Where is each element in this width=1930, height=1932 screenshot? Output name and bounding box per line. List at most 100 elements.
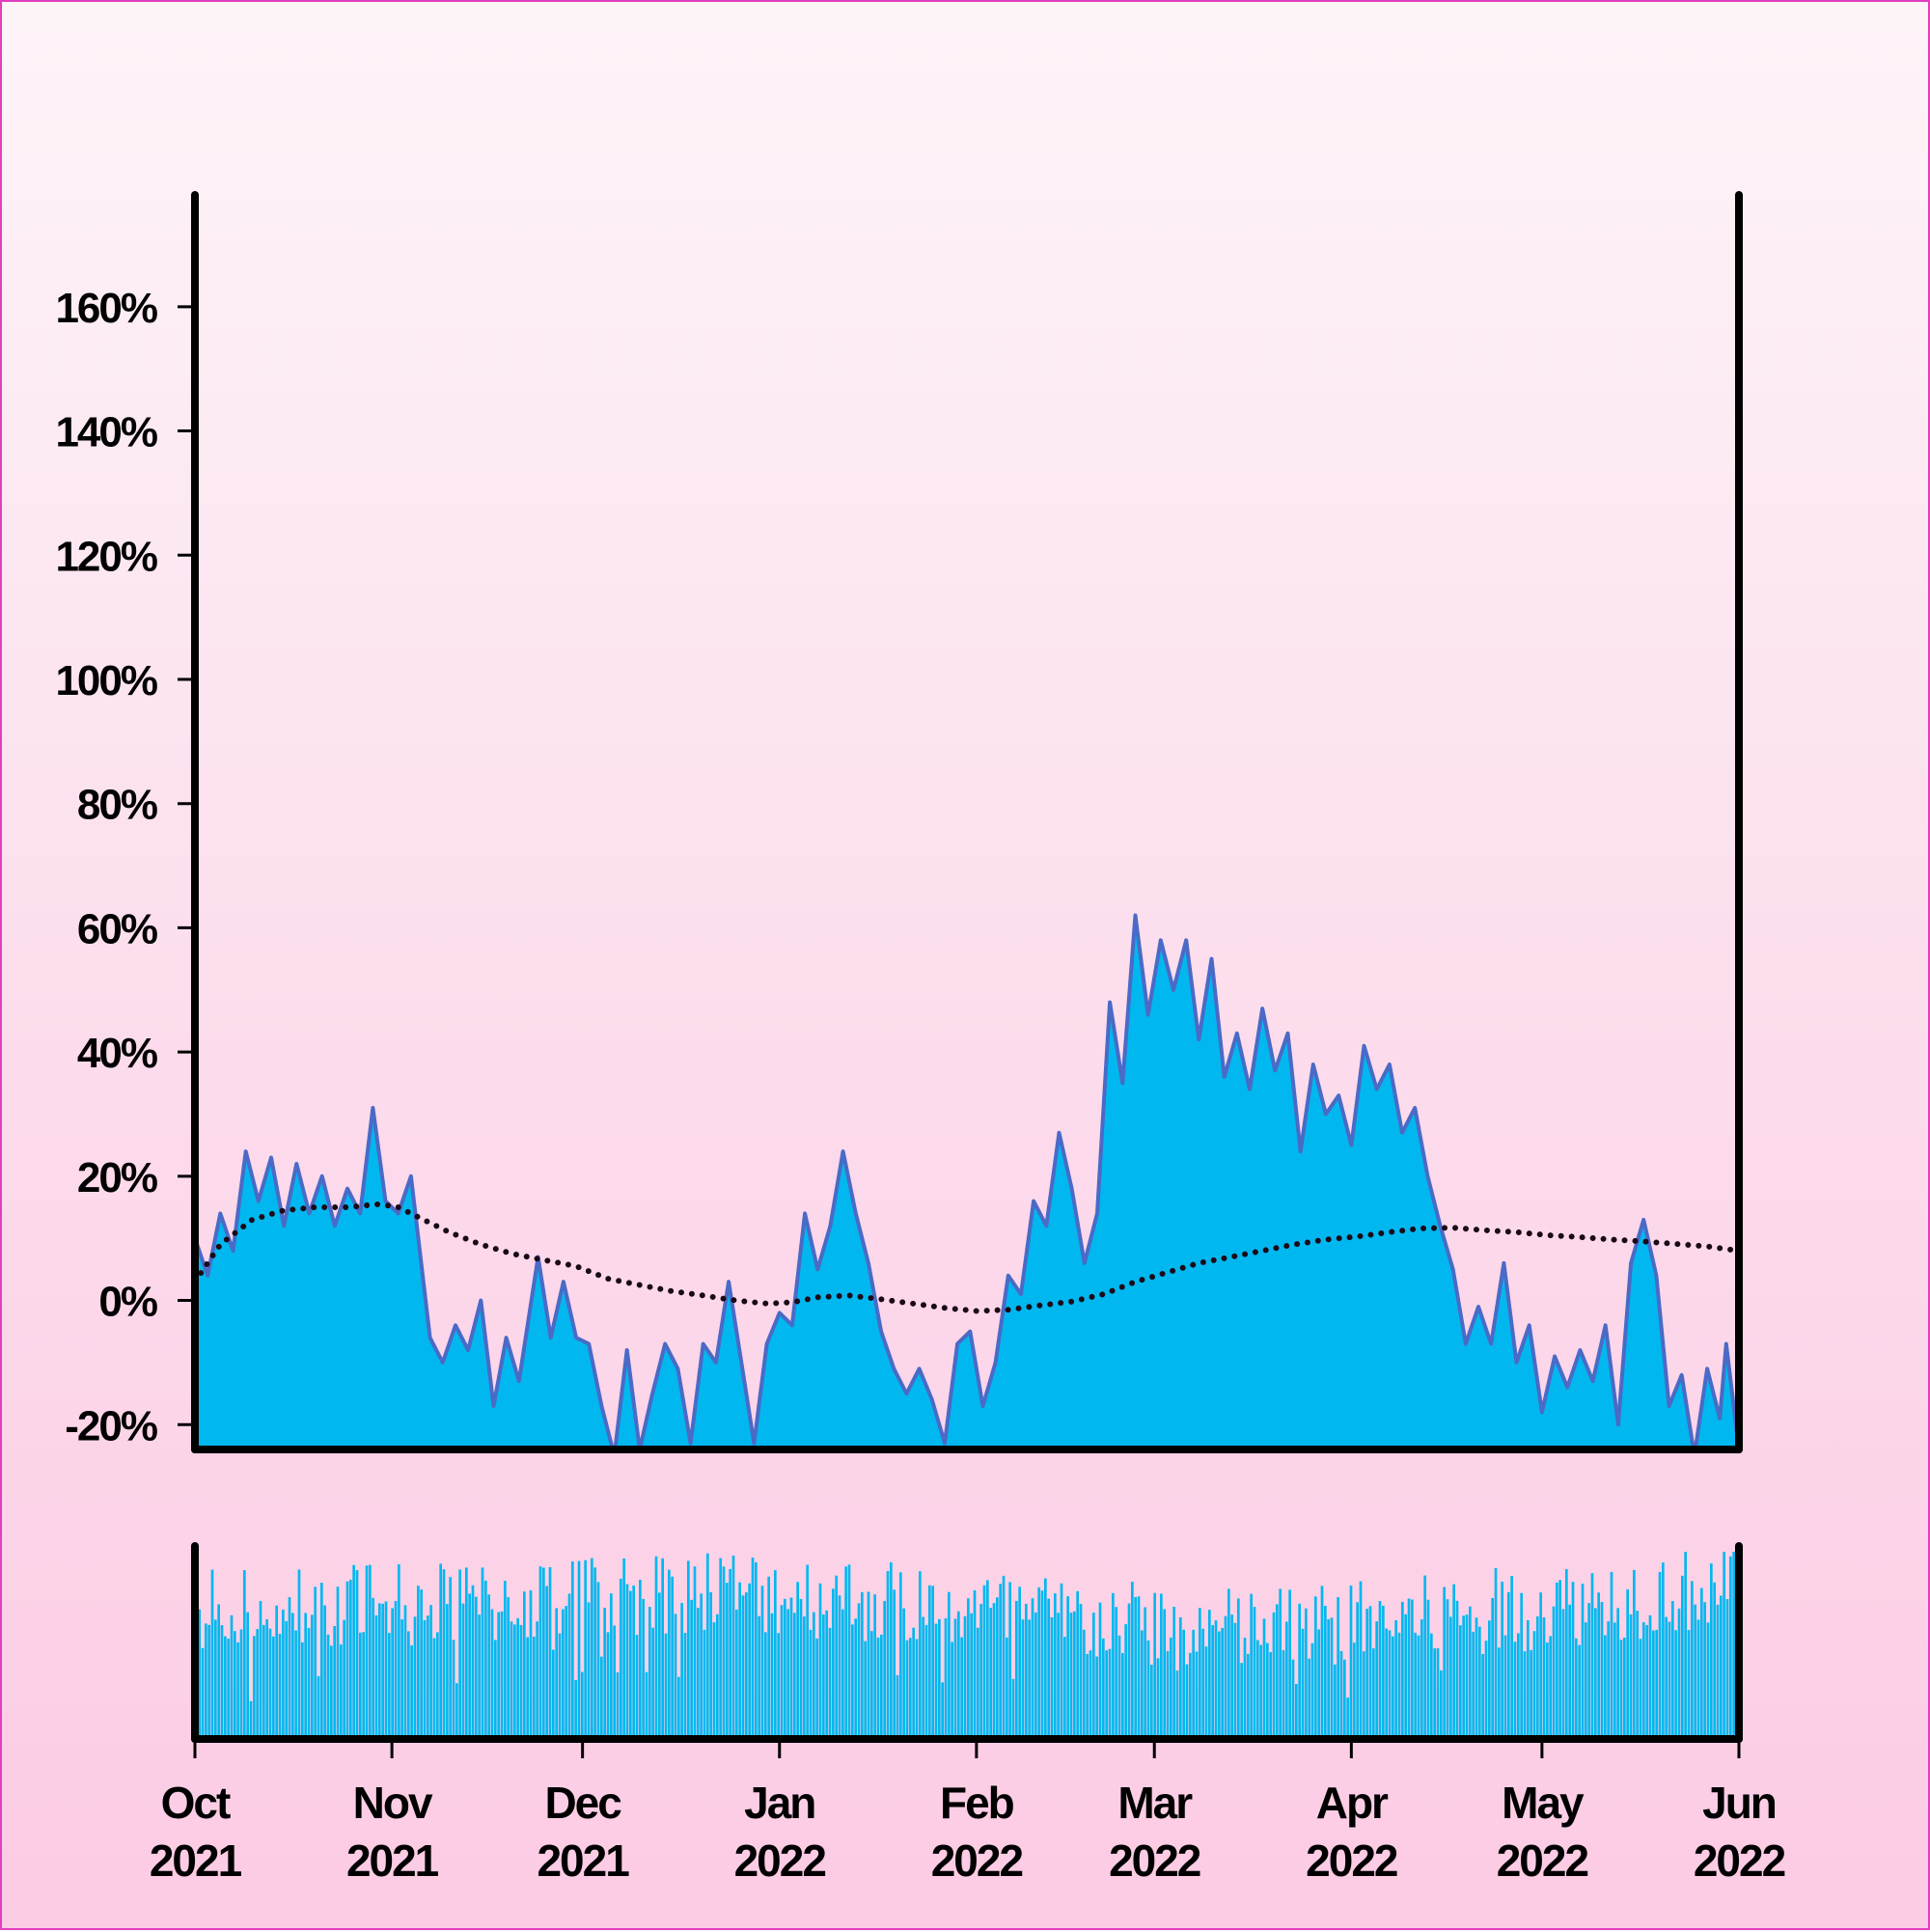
volume-bar bbox=[198, 1609, 201, 1739]
volume-bar bbox=[844, 1566, 847, 1739]
volume-bar bbox=[703, 1629, 706, 1739]
volume-bar bbox=[861, 1591, 864, 1739]
volume-bar bbox=[311, 1615, 314, 1739]
volume-bar bbox=[741, 1595, 745, 1739]
volume-bar bbox=[1204, 1646, 1208, 1739]
volume-bar bbox=[760, 1586, 764, 1739]
volume-bar bbox=[1240, 1663, 1243, 1739]
volume-bar bbox=[330, 1645, 333, 1739]
volume-bar bbox=[1310, 1642, 1314, 1739]
volume-bar bbox=[902, 1608, 905, 1739]
volume-bar bbox=[1141, 1630, 1144, 1739]
volume-bar bbox=[1346, 1697, 1349, 1739]
volume-bar bbox=[336, 1587, 340, 1739]
volume-bar bbox=[806, 1564, 809, 1739]
volume-bar bbox=[755, 1561, 758, 1739]
volume-bar bbox=[1134, 1597, 1137, 1739]
volume-bar bbox=[529, 1589, 533, 1739]
volume-bar bbox=[838, 1595, 841, 1739]
volume-bar bbox=[1266, 1642, 1269, 1739]
volume-bar bbox=[1037, 1587, 1040, 1739]
volume-bar bbox=[227, 1639, 230, 1739]
volume-bar bbox=[632, 1585, 635, 1739]
volume-bar bbox=[381, 1603, 384, 1739]
volume-bar bbox=[343, 1619, 345, 1739]
volume-bar bbox=[1050, 1617, 1054, 1739]
volume-bar bbox=[333, 1626, 336, 1739]
volume-bar bbox=[680, 1603, 683, 1739]
volume-bar bbox=[1305, 1608, 1308, 1739]
volume-bar bbox=[738, 1582, 741, 1739]
volume-bar bbox=[481, 1567, 484, 1739]
volume-bar bbox=[751, 1558, 755, 1739]
volume-bar bbox=[815, 1638, 818, 1739]
volume-bar bbox=[1079, 1604, 1083, 1739]
volume-bar bbox=[384, 1601, 388, 1739]
volume-bar bbox=[236, 1642, 239, 1739]
volume-bar bbox=[764, 1632, 767, 1739]
volume-bar bbox=[1028, 1619, 1031, 1739]
volume-bar bbox=[600, 1656, 603, 1739]
y-tick-label: 0% bbox=[98, 1279, 156, 1326]
volume-bar bbox=[1089, 1650, 1092, 1739]
volume-bar bbox=[803, 1616, 806, 1739]
volume-bar bbox=[870, 1631, 873, 1739]
volume-bar bbox=[1227, 1588, 1230, 1739]
area-series-line bbox=[195, 913, 1739, 1449]
volume-bar bbox=[668, 1569, 671, 1739]
volume-bar bbox=[468, 1593, 471, 1739]
volume-bar bbox=[1674, 1630, 1677, 1739]
volume-bar bbox=[439, 1563, 442, 1739]
volume-bar bbox=[1124, 1624, 1127, 1739]
x-tick-year: 2021 bbox=[346, 1835, 439, 1886]
volume-bar bbox=[1233, 1622, 1237, 1739]
volume-bar bbox=[1491, 1597, 1494, 1739]
area-series-fill bbox=[195, 915, 1739, 1449]
volume-bar bbox=[931, 1586, 934, 1739]
volume-bar bbox=[1166, 1650, 1170, 1739]
volume-bar bbox=[1243, 1638, 1247, 1739]
volume-bar bbox=[1488, 1620, 1491, 1739]
volume-bar bbox=[1382, 1605, 1385, 1739]
volume-bar bbox=[982, 1585, 986, 1739]
volume-bar bbox=[427, 1615, 429, 1739]
volume-bar bbox=[745, 1592, 748, 1739]
volume-bar bbox=[1337, 1597, 1339, 1739]
volume-bar bbox=[967, 1598, 970, 1739]
volume-bar bbox=[1063, 1637, 1066, 1739]
volume-bar bbox=[813, 1612, 815, 1739]
volume-bar bbox=[288, 1597, 291, 1739]
volume-bar bbox=[1404, 1614, 1407, 1739]
volume-bar bbox=[538, 1566, 542, 1739]
volume-bar bbox=[1452, 1584, 1455, 1739]
volume-bar bbox=[1195, 1651, 1199, 1739]
volume-bar bbox=[789, 1597, 793, 1739]
y-tick-label: 140% bbox=[55, 409, 156, 456]
volume-bar bbox=[291, 1613, 294, 1739]
volume-bar bbox=[1546, 1642, 1549, 1739]
volume-bar bbox=[272, 1636, 275, 1739]
volume-bar bbox=[1330, 1617, 1334, 1739]
volume-bar bbox=[1363, 1651, 1365, 1739]
volume-bar bbox=[890, 1561, 893, 1739]
volume-bar bbox=[374, 1615, 378, 1739]
volume-bar bbox=[1513, 1642, 1517, 1739]
volume-bar bbox=[407, 1631, 410, 1739]
volume-bar bbox=[1221, 1627, 1224, 1739]
volume-bar bbox=[1440, 1670, 1443, 1739]
volume-bar bbox=[867, 1591, 870, 1739]
volume-bar bbox=[799, 1598, 803, 1739]
volume-bar bbox=[484, 1580, 487, 1739]
volume-bar bbox=[552, 1649, 555, 1739]
volume-bar bbox=[1607, 1621, 1610, 1739]
volume-bar bbox=[1339, 1650, 1343, 1739]
volume-bar bbox=[1662, 1562, 1665, 1739]
volume-bar bbox=[345, 1581, 349, 1739]
volume-bar bbox=[355, 1570, 359, 1739]
volume-bar bbox=[478, 1615, 481, 1739]
volume-bar bbox=[1443, 1587, 1446, 1739]
volume-bar bbox=[941, 1682, 944, 1739]
volume-bar bbox=[1626, 1589, 1629, 1739]
volume-bar bbox=[1127, 1603, 1131, 1739]
volume-bar bbox=[1247, 1653, 1250, 1739]
